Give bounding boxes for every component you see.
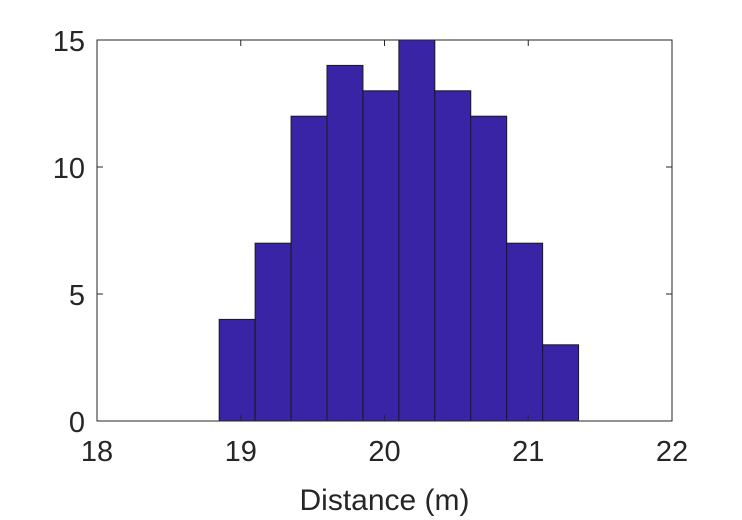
x-tick-label: 19 [225,436,257,468]
histogram-bar [506,242,544,422]
histogram-bar [218,318,256,422]
histogram-bar [470,115,508,422]
histogram-bar [326,64,364,422]
y-tick-label: 5 [69,280,85,312]
bars-group [218,39,580,422]
histogram-bar [542,344,580,422]
ticks-group: 18 19 20 21 22 0 5 10 15 [53,26,688,468]
x-axis-label: Distance (m) [299,484,469,517]
histogram-bar [398,39,436,422]
histogram-bar [434,90,472,422]
y-tick-label: 10 [53,153,85,185]
y-tick-label: 0 [69,407,85,439]
x-tick-label: 18 [81,436,113,468]
x-tick-label: 22 [656,436,688,468]
histogram-bar [290,115,328,422]
histogram-bar [254,242,292,422]
histogram-bar [362,90,400,422]
y-tick-label: 15 [53,26,85,58]
x-tick-label: 21 [512,436,544,468]
x-tick-label: 20 [368,436,400,468]
